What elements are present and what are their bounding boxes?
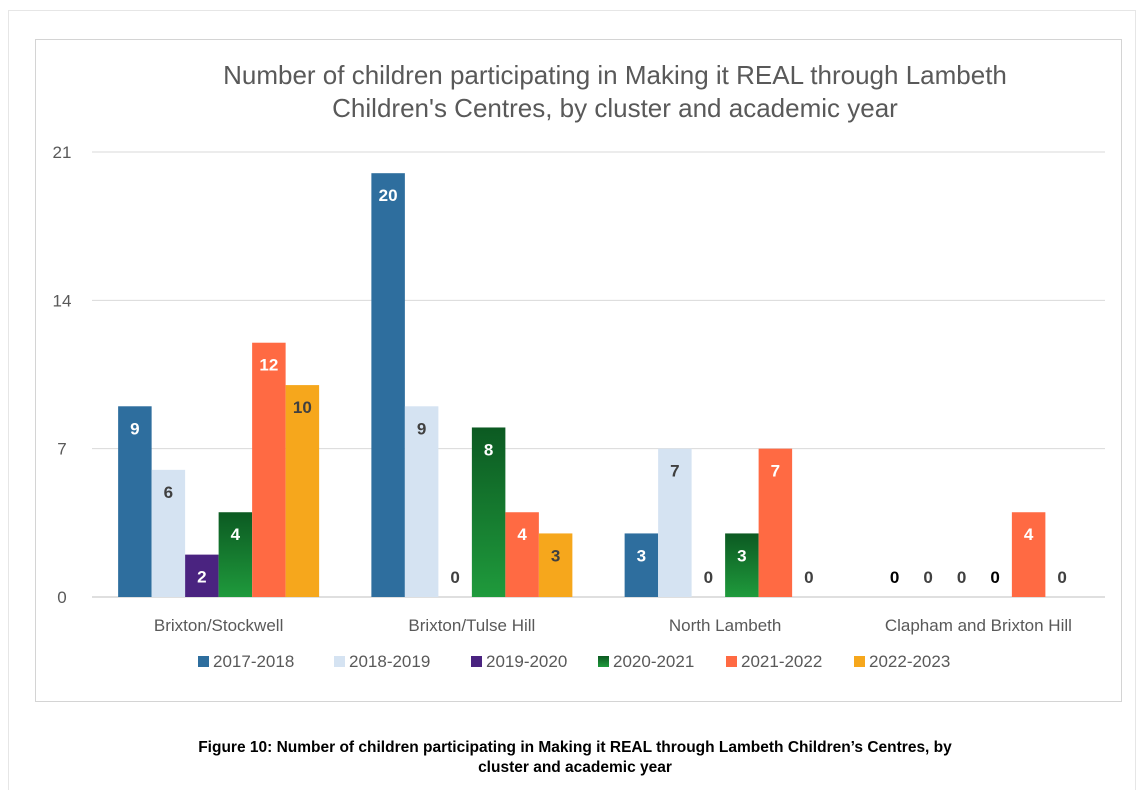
caption-line-2: cluster and academic year xyxy=(478,759,672,776)
bar xyxy=(185,554,219,597)
chart-area xyxy=(35,39,1122,702)
legend-label: 2019-2020 xyxy=(486,652,567,671)
legend-label: 2021-2022 xyxy=(741,652,822,671)
y-tick-label: 0 xyxy=(57,588,66,607)
data-label: 0 xyxy=(890,568,899,587)
bar xyxy=(151,469,186,597)
y-tick-label: 21 xyxy=(53,143,72,162)
data-label: 2 xyxy=(197,568,206,587)
data-label: 9 xyxy=(417,419,426,438)
legend-swatch xyxy=(726,656,737,667)
legend-item: 2018-2019 xyxy=(334,652,430,671)
data-label: 0 xyxy=(990,568,999,587)
bar xyxy=(505,512,539,597)
bar xyxy=(624,533,659,597)
figure-caption: Figure 10: Number of children participat… xyxy=(60,738,1090,778)
bar xyxy=(658,448,692,597)
legend-item: 2017-2018 xyxy=(198,652,294,671)
data-label: 0 xyxy=(704,568,713,587)
data-label: 9 xyxy=(130,419,139,438)
bar xyxy=(538,533,573,597)
data-label: 20 xyxy=(379,186,398,205)
chart-title-line-1: Number of children participating in Maki… xyxy=(223,60,1007,90)
data-label: 0 xyxy=(1057,568,1066,587)
x-category-label: Brixton/Tulse Hill xyxy=(408,616,535,635)
y-tick-label: 14 xyxy=(53,291,72,310)
bars xyxy=(118,173,1046,597)
data-label: 3 xyxy=(551,546,560,565)
x-category-label: Clapham and Brixton Hill xyxy=(885,616,1072,635)
chart-title-line-2: Children's Centres, by cluster and acade… xyxy=(332,93,898,123)
legend-item: 2022-2023 xyxy=(854,652,950,671)
bar-chart: Number of children participating in Maki… xyxy=(35,39,1122,702)
data-label: 4 xyxy=(231,525,241,544)
bar xyxy=(118,406,152,597)
legend-swatch xyxy=(471,656,482,667)
legend-label: 2020-2021 xyxy=(613,652,694,671)
legend: 2017-2018 2018-2019 2019-2020 2020-2021 2021… xyxy=(198,652,950,671)
legend-swatch xyxy=(598,656,609,667)
y-axis: 0 7 14 21 xyxy=(53,143,72,607)
data-label: 0 xyxy=(450,568,459,587)
page-frame xyxy=(8,10,1136,790)
bar xyxy=(758,448,793,597)
data-labels: 9 6 2 4 12 10 20 9 0 8 4 3 3 7 0 3 7 0 0 0 0 0 4 0 xyxy=(130,186,1067,587)
legend-swatch xyxy=(198,656,209,667)
data-label: 8 xyxy=(484,440,493,459)
data-label: 4 xyxy=(517,525,527,544)
caption-line-1: Figure 10: Number of children participat… xyxy=(198,739,952,756)
legend-item: 2020-2021 xyxy=(598,652,694,671)
bar xyxy=(218,512,253,597)
data-label: 7 xyxy=(670,462,679,481)
legend-label: 2022-2023 xyxy=(869,652,950,671)
data-label: 4 xyxy=(1024,525,1034,544)
bar xyxy=(404,406,439,597)
data-label: 3 xyxy=(737,546,746,565)
bar xyxy=(285,385,320,597)
legend-label: 2018-2019 xyxy=(349,652,430,671)
legend-swatch xyxy=(334,656,345,667)
x-category-label: North Lambeth xyxy=(669,616,781,635)
bar xyxy=(371,173,405,597)
legend-item: 2019-2020 xyxy=(471,652,567,671)
legend-item: 2021-2022 xyxy=(726,652,822,671)
data-label: 0 xyxy=(923,568,932,587)
x-axis: Brixton/Stockwell Brixton/Tulse Hill North… xyxy=(154,616,1072,635)
bar xyxy=(1011,512,1046,597)
data-label: 3 xyxy=(637,546,646,565)
y-tick-label: 7 xyxy=(57,440,66,459)
legend-swatch xyxy=(854,656,865,667)
data-label: 0 xyxy=(957,568,966,587)
data-label: 12 xyxy=(259,356,278,375)
bar xyxy=(725,533,759,597)
legend-label: 2017-2018 xyxy=(213,652,294,671)
data-label: 7 xyxy=(771,462,780,481)
data-label: 10 xyxy=(293,398,312,417)
bar xyxy=(471,427,506,597)
bar xyxy=(252,342,286,597)
data-label: 0 xyxy=(804,568,813,587)
x-category-label: Brixton/Stockwell xyxy=(154,616,283,635)
data-label: 6 xyxy=(164,483,173,502)
